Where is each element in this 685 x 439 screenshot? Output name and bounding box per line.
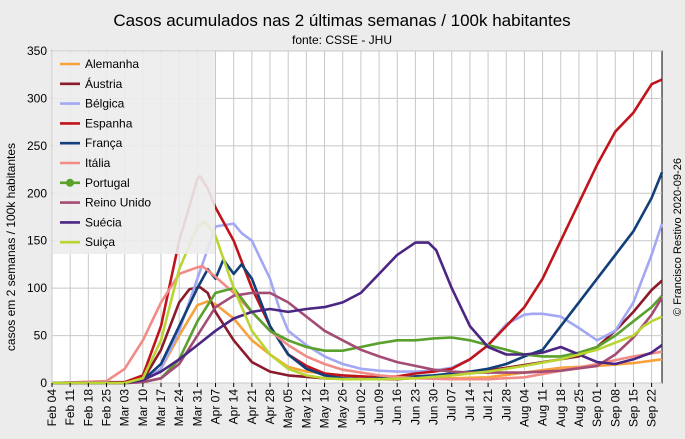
y-tick-label: 0 (40, 376, 47, 390)
series-line (51, 264, 663, 385)
x-tick-label: Jul 28 (499, 389, 513, 421)
y-tick-label: 300 (27, 91, 47, 105)
x-tick-label: May 26 (336, 389, 350, 429)
x-tick-label: Jul 21 (481, 389, 495, 421)
x-tick-label: Apr 28 (263, 389, 277, 425)
x-tick-label: Jun 02 (354, 389, 368, 425)
x-tick-label: Mar 03 (118, 389, 132, 427)
series-line (52, 241, 663, 385)
legend-label: Suiça (85, 235, 115, 249)
x-tick-label: Aug 11 (536, 389, 550, 426)
y-axis-label: casos em 2 semanas / 100k habitantes (4, 143, 18, 351)
x-tick-label: Feb 04 (45, 389, 59, 427)
legend-label: Espanha (85, 116, 133, 130)
y-tick-label: 150 (27, 234, 47, 248)
x-tick-label: Mar 31 (190, 389, 204, 427)
y-tick-label: 50 (34, 329, 48, 343)
x-tick-label: Jul 14 (463, 389, 477, 421)
chart-subtitle: fonte: CSSE - JHU (292, 33, 392, 47)
x-tick-label: Aug 04 (517, 389, 531, 427)
x-tick-label: Aug 25 (572, 389, 586, 427)
x-tick-label: Jun 09 (372, 389, 386, 425)
y-tick-label: 200 (27, 186, 47, 200)
x-tick-label: Aug 18 (554, 389, 568, 427)
x-tick-label: Apr 14 (227, 389, 241, 425)
legend-label: Alemanha (85, 57, 139, 71)
series-line (52, 220, 663, 385)
x-tick-label: Jun 23 (408, 389, 422, 425)
x-tick-label: Sep 22 (645, 389, 659, 427)
legend-label: França (85, 136, 123, 150)
x-tick-label: Feb 25 (100, 389, 114, 427)
x-tick-label: Feb 11 (63, 389, 77, 426)
legend-label: Itália (85, 156, 111, 170)
x-tick-label: May 05 (281, 389, 295, 429)
x-tick-label: Sep 15 (626, 389, 640, 427)
legend-label: Bélgica (85, 97, 125, 111)
legend-box (53, 52, 215, 254)
y-tick-label: 250 (27, 139, 47, 153)
x-tick-label: Mar 10 (136, 389, 150, 427)
legend-label: Suécia (85, 215, 122, 229)
legend: Alemanha Áustria Bélgica Espanha França Itáli… (53, 52, 215, 254)
x-tick-label: May 12 (299, 389, 313, 429)
x-tick-label: Apr 07 (209, 389, 223, 425)
legend-label: Portugal (85, 176, 130, 190)
x-tick-label: Jul 07 (445, 389, 459, 421)
y-tick-label: 350 (27, 44, 47, 58)
x-tick-label: Feb 18 (81, 389, 95, 427)
x-axis: Feb 04 Feb 11 Feb 18 Feb 25 Mar 03 Mar 10 Mar … (45, 383, 659, 428)
y-axis: 0 50 100 150 200 250 300 350 (27, 44, 47, 390)
legend-marker (66, 178, 74, 187)
credit-text: © Francisco Restivo 2020-09-26 (672, 158, 684, 316)
x-tick-label: Jun 30 (427, 389, 441, 425)
x-tick-label: Mar 24 (172, 389, 186, 427)
legend-label: Áustria (85, 76, 123, 91)
x-tick-label: May 19 (318, 389, 332, 429)
legend-label: Reino Unido (85, 196, 151, 210)
series-line (52, 291, 664, 385)
x-tick-label: Sep 08 (608, 389, 622, 427)
x-tick-label: Jun 16 (390, 389, 404, 425)
y-tick-label: 100 (27, 281, 47, 295)
chart-title: Casos acumulados nas 2 últimas semanas /… (113, 11, 570, 30)
x-tick-label: Apr 21 (245, 389, 259, 425)
x-tick-label: Mar 17 (154, 389, 168, 427)
x-tick-label: Sep 01 (590, 389, 604, 427)
